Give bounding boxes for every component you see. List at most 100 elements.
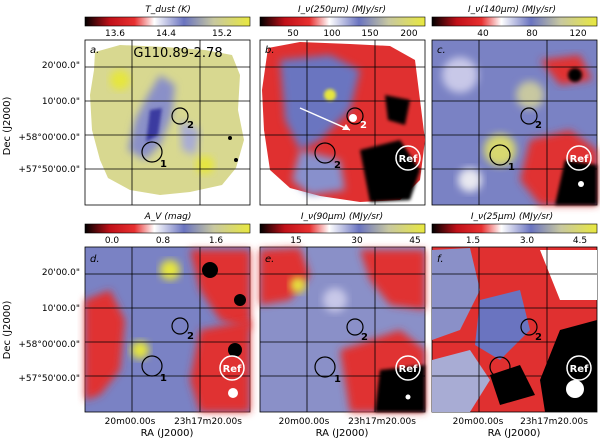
colorbar-label-c: I_ν(140μm) (MJy/sr) <box>468 5 556 15</box>
dec-tick: +58°00'00.0" <box>18 133 80 143</box>
clump-label-2: 2 <box>361 332 368 343</box>
colorbar-label-f: I_ν(25μm) (MJy/sr) <box>471 212 553 222</box>
colorbar-tick: 14.4 <box>156 29 176 39</box>
colorbar-tick: 30 <box>351 236 363 246</box>
colorbar-tick: 3.0 <box>520 236 535 246</box>
ref-circle-d <box>219 355 245 381</box>
clump-label-1: 1 <box>508 162 515 173</box>
colorbar-tick: 40 <box>477 29 489 39</box>
panel-letter-b: b. <box>265 45 275 56</box>
ra-ticks: 20m00.00s 23h17m20.00s 20m00.00s 23h17m2… <box>105 417 589 427</box>
clump-circle-1 <box>489 144 511 166</box>
clump-circle-1 <box>489 356 511 378</box>
dec-tick: 10'00.0" <box>42 304 80 314</box>
dec-tick: 10'00.0" <box>42 97 80 107</box>
ra-axis-label: RA (J2000) <box>141 428 194 439</box>
colorbar-label-e: I_ν(90μm) (MJy/sr) <box>301 212 383 222</box>
colorbar-e <box>259 223 426 234</box>
colorbar-b <box>259 16 426 27</box>
colorbar-tick: 1.6 <box>209 236 224 246</box>
ref-label-e: Ref <box>399 364 418 375</box>
panel-d: A_V (mag) 0.0 0.8 1.6 d. 2 1 Ref <box>84 212 251 413</box>
ref-circle-f <box>566 355 592 381</box>
colorbar-tick: 15 <box>290 236 301 246</box>
colorbar-tick: 80 <box>526 29 538 39</box>
ra-tick: 23h17m20.00s <box>348 417 416 427</box>
clump-label-1: 2 <box>334 160 341 171</box>
panel-letter-e: e. <box>265 254 274 265</box>
clump-label-2: 2 <box>360 120 367 131</box>
ra-tick: 20m00.00s <box>453 417 504 427</box>
grid-c <box>432 40 597 205</box>
clump-label-2: 2 <box>187 331 194 342</box>
panel-letter-a: a. <box>90 45 99 56</box>
colorbar-tick: 1.5 <box>466 236 480 246</box>
dec-tick: 20'00.0" <box>42 268 80 278</box>
panel-e: I_ν(90μm) (MJy/sr) 15 30 45 e. 2 1 Ref <box>259 212 426 413</box>
ref-circle-c <box>566 145 592 171</box>
grid-b <box>260 40 425 205</box>
colorbar-c <box>431 16 598 27</box>
clump-circle-1 <box>141 141 163 163</box>
ra-axis-labels: RA (J2000) RA (J2000) RA (J2000) <box>141 428 541 439</box>
map-image-b <box>262 42 425 202</box>
colorbar-tick: 15.2 <box>212 29 232 39</box>
colorbar-tick: 100 <box>323 29 340 39</box>
arrowhead-b <box>342 124 350 130</box>
colorbar-tick: 200 <box>400 29 417 39</box>
map-image-f <box>432 248 597 412</box>
colorbar-label-b: I_ν(250μm) (MJy/sr) <box>298 5 386 15</box>
panel-letter-c: c. <box>437 45 446 56</box>
colorbar-label-d: A_V (mag) <box>144 212 192 222</box>
colorbar-tick: 120 <box>569 29 586 39</box>
colorbar-tick: 45 <box>409 236 420 246</box>
clump-label-2: 2 <box>535 332 542 343</box>
dec-axis-label: Dec (J2000) <box>2 301 13 360</box>
map-image-d <box>85 250 250 412</box>
colorbar-tick: 13.6 <box>105 29 125 39</box>
panel-b: I_ν(250μm) (MJy/sr) 50 100 150 200 b. 2 … <box>259 5 426 206</box>
clump-circle-1 <box>141 355 163 377</box>
panel-f: I_ν(25μm) (MJy/sr) 1.5 3.0 4.5 f. 2 1 Re… <box>431 212 598 413</box>
colorbar-tick: 150 <box>361 29 378 39</box>
colorbar-d <box>84 223 251 234</box>
colorbar-tick: 0.8 <box>156 236 171 246</box>
panel-letter-f: f. <box>437 254 444 265</box>
dec-tick: +57°50'00.0" <box>18 165 80 175</box>
colorbar-a <box>84 16 251 27</box>
dec-tick: 20'00.0" <box>42 61 80 71</box>
clump-circle-2 <box>520 107 538 125</box>
colorbar-tick: 0.0 <box>105 236 120 246</box>
ra-tick: 20m00.00s <box>105 417 156 427</box>
clump-label-1: 1 <box>508 374 515 385</box>
ra-tick: 23h17m20.00s <box>174 417 242 427</box>
ra-axis-label: RA (J2000) <box>316 428 369 439</box>
clump-label-1: 1 <box>160 159 167 170</box>
dec-axis-label: Dec (J2000) <box>2 97 13 156</box>
panel-a: T_dust (K) 13.6 14.4 15.2 a. G110.89-2.7… <box>84 5 251 206</box>
ref-label-b: Ref <box>399 154 418 165</box>
grid-a <box>85 40 250 205</box>
panel-letter-d: d. <box>90 254 100 265</box>
dec-tick: +58°00'00.0" <box>18 340 80 350</box>
grid-e <box>260 247 425 412</box>
ref-label-f: Ref <box>570 364 589 375</box>
ra-axis-label: RA (J2000) <box>488 428 541 439</box>
clump-label-2: 2 <box>535 120 542 131</box>
ref-circle-e <box>395 355 421 381</box>
colorbar-tick: 4.5 <box>573 236 587 246</box>
dec-ticks-bottom: 20'00.0" 10'00.0" +58°00'00.0" +57°50'00… <box>18 268 80 384</box>
panel-c: I_ν(140μm) (MJy/sr) 40 80 120 c. 2 1 Ref <box>431 5 598 206</box>
colorbar-label-a: T_dust (K) <box>145 5 190 15</box>
clump-circle-2 <box>346 107 364 125</box>
colorbar-tick: 50 <box>287 29 299 39</box>
field-name: G110.89-2.78 <box>133 46 222 61</box>
clump-label-1: 1 <box>334 374 341 385</box>
dec-tick: +57°50'00.0" <box>18 374 80 384</box>
clump-circle-2 <box>171 107 189 125</box>
clump-circle-1 <box>314 142 336 164</box>
ref-label-c: Ref <box>570 154 589 165</box>
ref-circle-b <box>395 145 421 171</box>
clump-circle-2 <box>171 317 189 335</box>
